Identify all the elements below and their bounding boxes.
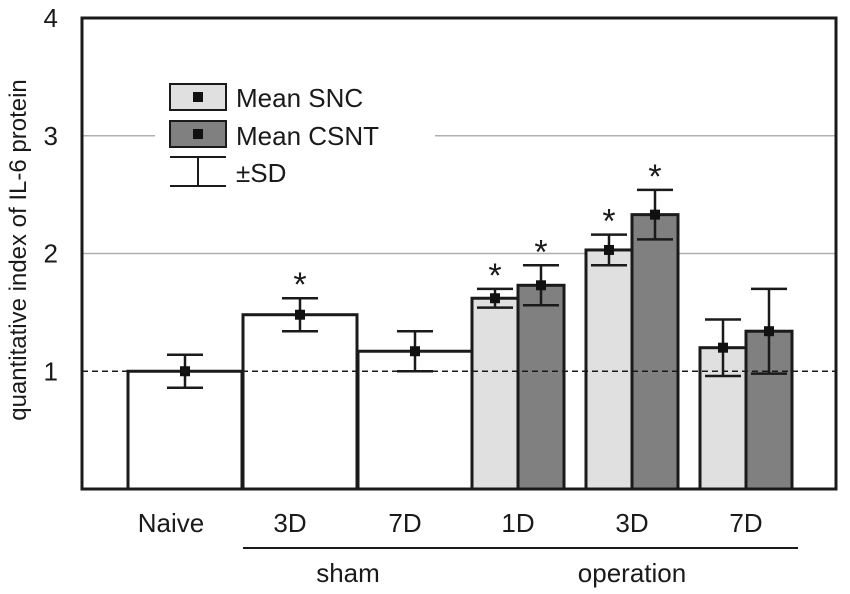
significance-marker: * xyxy=(648,158,661,196)
legend: Mean SNC Mean CSNT ±SD xyxy=(155,80,435,198)
x-category-label: 3D xyxy=(615,508,648,538)
x-axis-category-labels: Naive 3D 7D 1D 3D 7D xyxy=(138,508,763,538)
legend-marker-csnt xyxy=(193,129,203,139)
significance-marker: * xyxy=(534,233,547,271)
mean-marker xyxy=(604,244,614,255)
mean-marker xyxy=(764,326,774,337)
significance-marker: * xyxy=(488,257,501,295)
mean-marker xyxy=(718,342,728,353)
x-category-label: 1D xyxy=(501,508,534,538)
significance-marker: * xyxy=(293,266,306,304)
y-axis-label: quantitative index of IL-6 protein xyxy=(5,79,32,421)
bar xyxy=(516,283,566,491)
x-category-label: 7D xyxy=(388,508,421,538)
legend-errorbar-symbol xyxy=(170,156,226,187)
legend-entry-csnt: Mean CSNT xyxy=(169,120,379,151)
y-tick-label: 4 xyxy=(44,3,58,33)
mean-marker xyxy=(490,293,500,304)
x-category-label: Naive xyxy=(138,508,204,538)
y-tick-label: 3 xyxy=(44,121,58,151)
bar xyxy=(241,313,359,491)
group-brackets: sham operation xyxy=(243,547,798,588)
mean-marker xyxy=(650,209,660,220)
y-axis-tick-labels: 1 2 3 4 xyxy=(44,3,58,386)
bar xyxy=(630,213,680,491)
bar xyxy=(126,369,244,491)
sham-group-label: sham xyxy=(316,558,380,588)
legend-entry-snc: Mean SNC xyxy=(169,83,363,113)
operation-group-label: operation xyxy=(578,558,686,588)
y-tick-label: 2 xyxy=(44,239,58,269)
bar xyxy=(470,296,520,491)
legend-swatch-snc xyxy=(169,83,227,111)
legend-marker-snc xyxy=(193,92,203,102)
x-category-label: 7D xyxy=(729,508,762,538)
y-tick-label: 1 xyxy=(44,356,58,386)
legend-label-csnt: Mean CSNT xyxy=(236,121,379,151)
bar xyxy=(584,248,634,491)
significance-marker: * xyxy=(602,203,615,241)
legend-label-snc: Mean SNC xyxy=(236,83,363,113)
mean-marker xyxy=(295,309,305,320)
mean-marker xyxy=(410,346,420,357)
legend-entry-sd: ±SD xyxy=(170,156,286,188)
x-category-label: 3D xyxy=(273,508,306,538)
mean-marker xyxy=(536,280,546,291)
legend-label-sd: ±SD xyxy=(236,158,286,188)
bars-layer: * * * * * xyxy=(126,158,794,491)
